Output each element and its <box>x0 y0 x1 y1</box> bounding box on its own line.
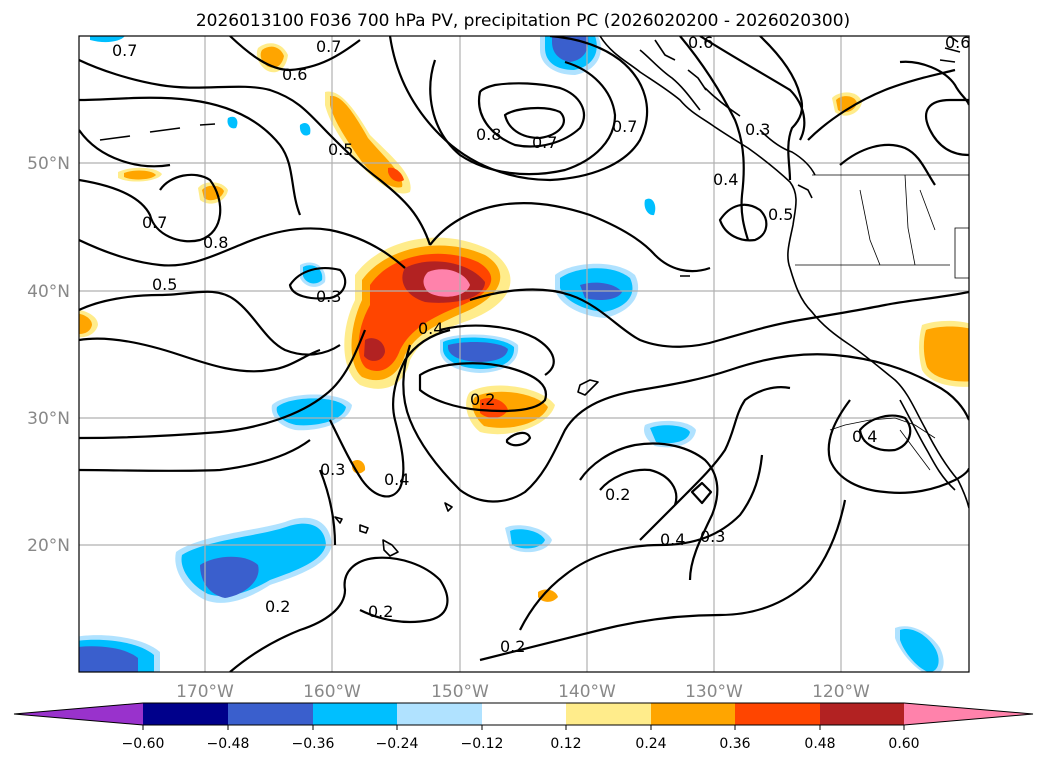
contour-label: 0.6 <box>945 33 970 52</box>
contour-label: 0.8 <box>203 233 228 252</box>
colorbar-tick-label: −0.48 <box>207 736 250 752</box>
colorbar-tick-label: 0.36 <box>719 736 750 752</box>
colorbar-segment <box>228 703 313 725</box>
contour-label: 0.4 <box>852 427 877 446</box>
contour-labels: 0.7 0.7 0.6 0.6 0.6 0.5 0.8 0.7 0.7 0.3 … <box>112 33 970 656</box>
lon-label: 160°W <box>303 682 361 702</box>
colorbar-segment <box>904 703 1033 725</box>
contour-label: 0.3 <box>320 460 345 479</box>
colorbar-segment <box>735 703 820 725</box>
contour-label: 0.7 <box>112 41 137 60</box>
country-borders <box>795 174 969 471</box>
colorbar-tick-label: 0.60 <box>888 736 919 752</box>
colorbar-segment <box>566 703 651 725</box>
lon-label: 120°W <box>812 682 870 702</box>
contour-label: 0.2 <box>470 390 495 409</box>
colorbar-tick-label: 0.48 <box>804 736 835 752</box>
colorbar-tick-label: 0.12 <box>550 736 581 752</box>
contour-label: 0.4 <box>660 530 685 549</box>
contour-label: 0.8 <box>476 125 501 144</box>
lon-label: 130°W <box>685 682 743 702</box>
colorbar-tick-label: −0.24 <box>376 736 419 752</box>
lon-label: 170°W <box>176 682 234 702</box>
colorbar-segment <box>14 703 143 725</box>
lat-label: 50°N <box>27 154 70 174</box>
contour-label: 0.4 <box>713 170 738 189</box>
contour-label: 0.2 <box>265 597 290 616</box>
colorbar-segment <box>651 703 735 725</box>
pv-contours <box>79 36 969 672</box>
contour-label: 0.3 <box>316 287 341 306</box>
contour-label: 0.4 <box>384 470 409 489</box>
lon-label: 150°W <box>431 682 489 702</box>
contour-label: 0.2 <box>368 602 393 621</box>
colorbar-tick-label: 0.24 <box>635 736 666 752</box>
contour-label: 0.6 <box>282 65 307 84</box>
colorbar-segment <box>820 703 904 725</box>
contour-label: 0.5 <box>328 140 353 159</box>
colorbar-tick-label: −0.60 <box>122 736 165 752</box>
colorbar-tick-label: −0.36 <box>292 736 335 752</box>
coastlines <box>99 36 969 557</box>
colorbar-segment <box>397 703 482 725</box>
colorbar-segment <box>482 703 566 725</box>
contour-label: 0.7 <box>532 133 557 152</box>
contour-label: 0.5 <box>152 275 177 294</box>
contour-label: 0.3 <box>700 527 725 546</box>
map-frame <box>78 35 970 673</box>
colorbar-tick-label: −0.12 <box>461 736 504 752</box>
contour-label: 0.7 <box>612 117 637 136</box>
latitude-labels: 50°N 40°N 30°N 20°N <box>27 154 70 556</box>
colorbar-segment <box>143 703 228 725</box>
colorbar-segment <box>313 703 397 725</box>
figure-title: 2026013100 F036 700 hPa PV, precipitatio… <box>196 11 850 31</box>
contour-label: 0.3 <box>745 120 770 139</box>
map-area: 0.7 0.7 0.6 0.6 0.6 0.5 0.8 0.7 0.7 0.3 … <box>79 33 970 672</box>
contour-label: 0.6 <box>688 33 713 52</box>
graticule <box>79 36 969 672</box>
lat-label: 40°N <box>27 282 70 302</box>
contour-label: 0.2 <box>500 637 525 656</box>
contour-label: 0.4 <box>418 319 443 338</box>
contour-label: 0.7 <box>316 37 341 56</box>
contour-label: 0.5 <box>768 205 793 224</box>
lat-label: 30°N <box>27 409 70 429</box>
lon-label: 140°W <box>558 682 616 702</box>
longitude-labels: 170°W 160°W 150°W 140°W 130°W 120°W <box>176 682 870 702</box>
lat-label: 20°N <box>27 536 70 556</box>
colorbar: −0.60 −0.48 −0.36 −0.24 −0.12 0.12 0.24 … <box>13 702 1034 752</box>
contour-label: 0.7 <box>142 213 167 232</box>
contour-label: 0.2 <box>605 485 630 504</box>
